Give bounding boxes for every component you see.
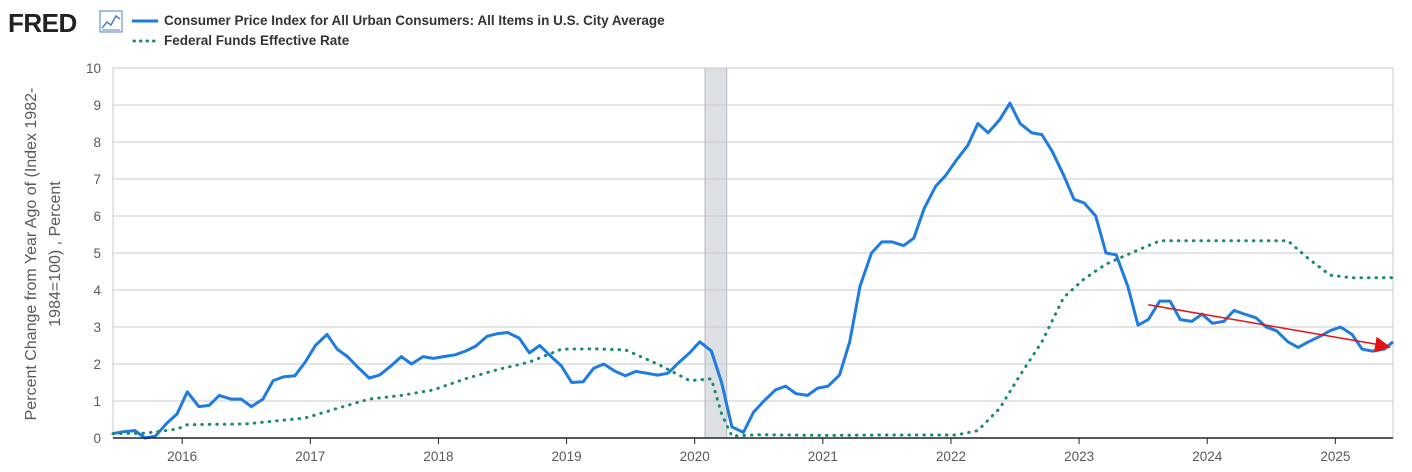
x-tick-label-2021: 2021 <box>808 449 838 464</box>
x-tick-label-2024: 2024 <box>1192 449 1223 464</box>
y-axis-title-line-2: 1984=100) , Percent <box>47 181 64 327</box>
y-axis-title-line-1: Percent Change from Year Ago of (Index 1… <box>23 88 40 421</box>
plot-area: 0 1 2 3 4 5 6 7 8 9 10 2016 2017 2018 2019 2020 2021 202… <box>86 61 1395 464</box>
legend-item-fedfunds[interactable]: Federal Funds Effective Rate <box>132 33 350 48</box>
fred-logo[interactable]: FRED <box>8 8 123 38</box>
legend-label-fedfunds: Federal Funds Effective Rate <box>164 33 350 48</box>
y-tick-label-8: 8 <box>93 135 101 150</box>
y-tick-label-5: 5 <box>93 246 101 261</box>
y-tick-label-4: 4 <box>93 283 101 298</box>
y-tick-label-0: 0 <box>93 431 101 446</box>
legend-label-cpi: Consumer Price Index for All Urban Consu… <box>164 13 665 28</box>
y-tick-label-6: 6 <box>93 209 101 224</box>
y-tick-label-9: 9 <box>93 98 101 113</box>
y-tick-label-7: 7 <box>93 172 101 187</box>
legend: Consumer Price Index for All Urban Consu… <box>132 13 665 48</box>
grid-layer <box>113 67 1393 402</box>
trend-arrow-line <box>1148 304 1384 347</box>
y-tick-label-10: 10 <box>86 61 101 76</box>
x-tick-labels: 2016 2017 2018 2019 2020 2021 2022 2023 2024 2025 <box>167 438 1350 464</box>
x-tick-label-2023: 2023 <box>1064 449 1094 464</box>
annotation-layer <box>1148 304 1391 353</box>
x-tick-label-2018: 2018 <box>423 449 453 464</box>
series-line-cpi <box>112 101 1394 440</box>
x-tick-label-2020: 2020 <box>680 449 710 464</box>
x-tick-label-2019: 2019 <box>552 449 582 464</box>
y-tick-labels: 0 1 2 3 4 5 6 7 8 9 10 <box>86 61 102 446</box>
legend-item-cpi[interactable]: Consumer Price Index for All Urban Consu… <box>132 13 665 28</box>
x-tick-label-2016: 2016 <box>167 449 197 464</box>
series-line-fedfunds <box>111 239 1395 438</box>
y-tick-label-2: 2 <box>93 357 101 372</box>
x-tick-label-2017: 2017 <box>295 449 325 464</box>
x-tick-label-2022: 2022 <box>936 449 966 464</box>
line-chart-icon <box>99 10 123 33</box>
trend-arrow-head <box>1373 336 1391 353</box>
series-layer <box>111 101 1395 440</box>
fred-logo-text: FRED <box>8 8 77 38</box>
x-tick-label-2025: 2025 <box>1320 449 1350 464</box>
y-tick-label-1: 1 <box>93 394 101 409</box>
y-tick-label-3: 3 <box>93 320 101 335</box>
